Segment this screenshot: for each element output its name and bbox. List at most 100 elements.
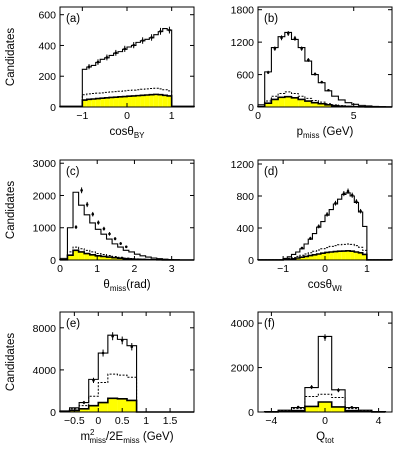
filled-bar — [291, 97, 299, 107]
x-axis-label: m2 miss/2Emiss (GeV) — [80, 428, 173, 445]
filled-bar — [149, 94, 154, 107]
data-point — [168, 28, 171, 32]
data-point — [359, 209, 362, 213]
data-point — [310, 385, 313, 389]
y-tick-label: 200 — [38, 71, 56, 83]
filled-bar — [304, 256, 309, 260]
data-point — [111, 334, 114, 338]
filled-bar — [100, 98, 105, 107]
filled-bar — [82, 100, 87, 107]
filled-bar — [329, 252, 334, 260]
chart-panel: −4 0 4 0 2000 4000 (f) Qtot — [231, 311, 393, 445]
data-point — [74, 225, 78, 229]
panel-label: (f) — [264, 318, 275, 330]
x-tick-label: 0.5 — [115, 415, 130, 427]
data-point — [293, 37, 297, 40]
data-point — [300, 47, 303, 50]
filled-bar — [318, 103, 325, 107]
filled-bar — [86, 99, 92, 107]
filled-bar — [95, 98, 101, 107]
data-point — [105, 56, 109, 59]
x-axis-label: θmiss(rad) — [103, 279, 150, 293]
y-tick-label: 8000 — [33, 323, 57, 335]
filled-bar — [162, 95, 168, 107]
filled-bar — [140, 95, 145, 107]
filled-bar — [312, 254, 317, 260]
filled-bar — [264, 103, 272, 107]
data-point — [313, 72, 317, 76]
y-tick-label: 0 — [248, 102, 254, 114]
y-axis-label: Candidates — [5, 333, 17, 391]
chart-panel: −1 0 1 0 400 800 1200 (d) cosθWℓ — [231, 159, 393, 293]
plot-frame — [257, 6, 393, 108]
filled-bar — [284, 96, 292, 107]
data-point — [141, 39, 144, 42]
y-tick-label: 0 — [50, 102, 56, 114]
filled-series-outline — [59, 397, 194, 413]
filled-bar — [122, 96, 127, 107]
x-axis-label: cosθBY — [110, 126, 146, 140]
data-point — [320, 80, 324, 84]
plot-frame — [59, 6, 195, 108]
data-point — [123, 47, 127, 51]
data-point — [286, 32, 290, 35]
y-tick-label: 400 — [38, 40, 56, 52]
filled-bar — [106, 257, 113, 260]
x-tick-label: 1 — [364, 263, 370, 275]
filled-bar — [299, 257, 305, 260]
y-tick-label: 4000 — [231, 318, 255, 330]
filled-bar — [325, 252, 330, 260]
data-point — [327, 88, 330, 92]
data-point — [85, 203, 89, 206]
filled-bar — [84, 253, 90, 260]
filled-bar — [331, 406, 346, 412]
filled-bar — [98, 402, 108, 412]
filled-bar — [95, 255, 101, 260]
data-point — [323, 336, 327, 339]
x-tick-label: 3 — [169, 263, 175, 275]
data-point — [124, 245, 128, 249]
filled-bar — [158, 94, 163, 107]
filled-bar — [89, 254, 96, 260]
y-tick-label: 2000 — [33, 190, 57, 202]
filled-bar — [354, 252, 359, 260]
y-tick-label: 600 — [38, 10, 56, 22]
data-point — [334, 201, 337, 205]
panel-label: (d) — [264, 166, 278, 178]
solid-series-line — [59, 27, 195, 107]
filled-bar — [127, 96, 132, 107]
filled-bar — [67, 255, 74, 260]
y-axis-label: Candidates — [5, 181, 17, 239]
filled-bar — [112, 257, 118, 260]
filled-bar — [135, 95, 141, 107]
filled-bar — [107, 398, 118, 412]
data-point — [300, 246, 304, 250]
x-tick-label: 0 — [322, 263, 328, 275]
x-tick-label: −0.5 — [64, 415, 85, 427]
x-tick-label: −4 — [265, 415, 277, 427]
filled-bar — [79, 408, 89, 412]
x-tick-label: 1 — [94, 263, 100, 275]
data-point — [97, 221, 100, 224]
filled-bar — [298, 99, 305, 107]
data-point — [273, 47, 277, 50]
filled-bar — [304, 101, 312, 107]
filled-bar — [113, 97, 119, 107]
x-tick-label: 0 — [322, 415, 328, 427]
x-tick-label: −1 — [76, 110, 88, 122]
y-tick-label: 0 — [248, 407, 254, 419]
filled-bar — [362, 254, 367, 260]
data-point — [132, 43, 135, 47]
filled-bar — [88, 405, 99, 412]
x-tick-label: 0 — [124, 110, 130, 122]
filled-bar — [308, 255, 313, 260]
filled-bar — [333, 251, 338, 260]
dashed-series-line — [257, 91, 393, 108]
chart-panel: 0 1 2 3 0 1000 2000 3000 (c) θmiss(rad) Candidates — [5, 158, 195, 293]
filled-bar — [117, 258, 124, 260]
data-point — [87, 65, 91, 68]
y-tick-label: 0 — [248, 255, 254, 267]
solid-series-line — [59, 191, 195, 261]
panel-label: (b) — [264, 13, 278, 25]
